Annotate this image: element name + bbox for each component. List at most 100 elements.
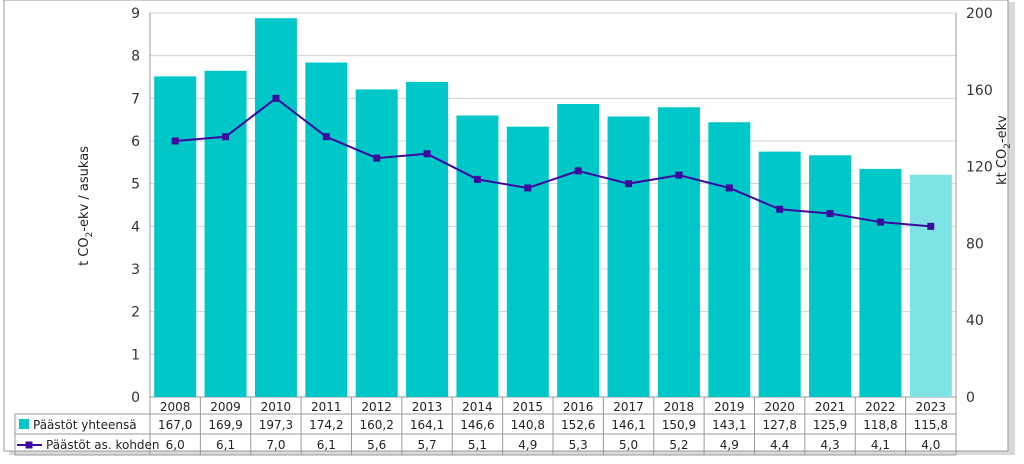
line-value-cell: 4,1 [871, 438, 890, 452]
bar-value-cell: 152,6 [561, 418, 595, 432]
bar-value-cell: 115,8 [914, 418, 948, 432]
left-tick-label: 0 [131, 390, 140, 406]
x-tick-label: 2016 [563, 400, 594, 414]
line-path [175, 97, 931, 228]
right-tick-label: 120 [966, 160, 993, 176]
line-value-cell: 6,0 [166, 438, 185, 452]
bar-series [154, 18, 952, 398]
x-tick-label: 2018 [664, 400, 695, 414]
line-value-cell: 7,0 [266, 438, 285, 452]
line-value-cell: 6,1 [216, 438, 235, 452]
right-tick-label: 80 [966, 236, 984, 252]
line-value-cell: 4,9 [518, 438, 537, 452]
line-value-cell: 5,2 [669, 438, 688, 452]
line-point [322, 133, 330, 141]
line-point [574, 167, 582, 175]
bar-value-cell: 143,1 [712, 418, 746, 432]
bar [154, 76, 197, 398]
bar-value-cell: 174,2 [309, 418, 343, 432]
line-point [373, 154, 381, 162]
line-point [725, 184, 733, 192]
line-value-cell: 5,0 [619, 438, 638, 452]
x-tick-label: 2022 [865, 400, 896, 414]
right-tick-label: 160 [966, 83, 993, 99]
line-point [524, 184, 532, 192]
right-tick-label: 0 [966, 390, 975, 406]
line-point [272, 94, 280, 102]
bar [406, 81, 449, 397]
x-tick-label: 2012 [361, 400, 392, 414]
x-tick-label: 2017 [613, 400, 644, 414]
line-value-cell: 6,1 [317, 438, 336, 452]
line-value-cell: 5,7 [418, 438, 437, 452]
bar [305, 62, 348, 397]
line-point [927, 222, 935, 230]
left-axis-ticks: 0 1 2 3 4 5 6 7 8 9 [131, 6, 140, 406]
bar-value-cell: 197,3 [259, 418, 293, 432]
x-tick-label: 2013 [412, 400, 443, 414]
bar-value-cell: 169,9 [208, 418, 242, 432]
line-value-cell: 4,9 [720, 438, 739, 452]
x-tick-label: 2010 [261, 400, 292, 414]
bar-value-cell: 160,2 [360, 418, 394, 432]
line-point [473, 175, 481, 183]
right-axis-ticks: 0 40 80 120 160 200 [966, 6, 993, 406]
bar-value-cell: 146,1 [611, 418, 645, 432]
left-tick-label: 6 [131, 134, 140, 150]
legend-label-bar: Päästöt yhteensä [33, 418, 137, 432]
bar [607, 116, 650, 397]
x-tick-label: 2023 [916, 400, 947, 414]
bar [204, 70, 247, 398]
right-tick-label: 200 [966, 6, 993, 22]
right-tick-label: 40 [966, 313, 984, 329]
line-point [826, 210, 834, 218]
line-point [876, 218, 884, 226]
left-tick-label: 4 [131, 219, 140, 235]
left-axis-title: t CO2-ekv / asukas [77, 146, 95, 266]
x-tick-label: 2020 [764, 400, 795, 414]
bar [909, 174, 952, 397]
left-tick-label: 1 [131, 347, 140, 363]
x-tick-label: 2019 [714, 400, 745, 414]
legend-marker-sample [25, 441, 33, 449]
bar [657, 107, 700, 397]
bar [859, 168, 902, 397]
bar [355, 89, 398, 397]
bar [456, 115, 499, 397]
x-tick-label: 2021 [815, 400, 846, 414]
bar [506, 126, 549, 397]
bar-value-cell: 167,0 [158, 418, 192, 432]
line-series [171, 94, 935, 230]
left-tick-label: 8 [131, 49, 140, 65]
legend-label-line: Päästöt as. kohden [46, 438, 160, 452]
left-tick-label: 7 [131, 91, 140, 107]
left-tick-label: 9 [131, 6, 140, 22]
right-axis-title: kt CO2-ekv [995, 115, 1013, 185]
bar-value-cell: 140,8 [511, 418, 545, 432]
left-tick-label: 2 [131, 305, 140, 321]
line-value-cell: 5,1 [468, 438, 487, 452]
line-point [776, 205, 784, 213]
data-table: 2008 167,0 6,0 2009 169,9 6,1 2010 197,3 7,0 2011… [14, 397, 957, 456]
bar [809, 155, 852, 397]
x-tick-label: 2011 [311, 400, 342, 414]
bar-value-cell: 146,6 [460, 418, 494, 432]
legend-swatch-bar [19, 419, 29, 429]
line-value-cell: 5,3 [569, 438, 588, 452]
bar [708, 122, 751, 398]
line-value-cell: 4,3 [821, 438, 840, 452]
line-point [222, 133, 230, 141]
line-value-cell: 5,6 [367, 438, 386, 452]
line-point [423, 150, 431, 158]
bar-value-cell: 125,9 [813, 418, 847, 432]
line-value-cell: 4,0 [921, 438, 940, 452]
bar-value-cell: 127,8 [763, 418, 797, 432]
x-tick-label: 2008 [160, 400, 191, 414]
line-point [171, 137, 179, 145]
bar-value-cell: 150,9 [662, 418, 696, 432]
x-tick-label: 2009 [210, 400, 241, 414]
line-value-cell: 4,4 [770, 438, 789, 452]
line-point [625, 180, 633, 188]
